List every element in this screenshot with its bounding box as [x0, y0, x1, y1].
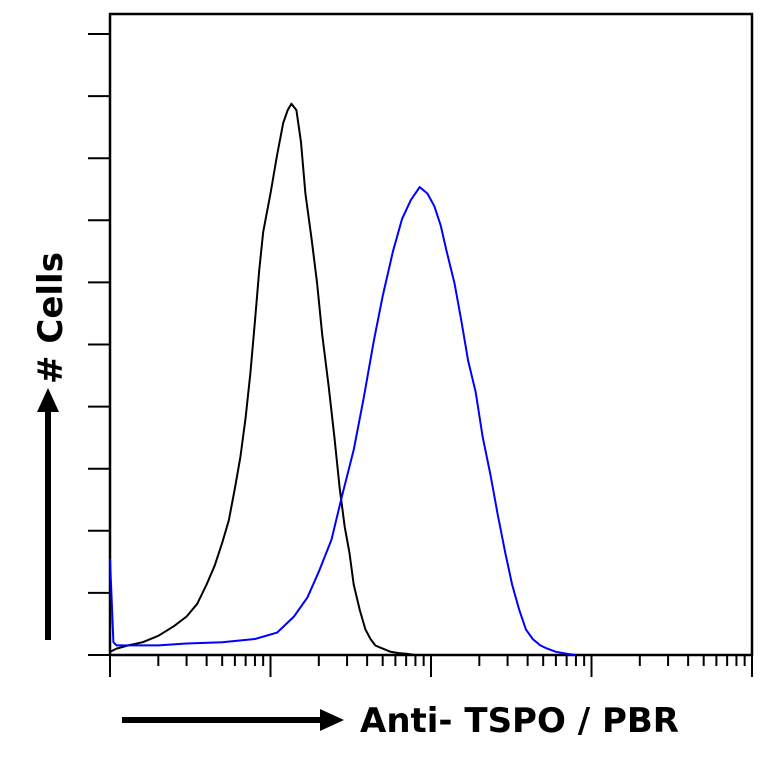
x-axis-label: Anti- TSPO / PBR: [360, 701, 679, 741]
series-line-1: [109, 102, 416, 656]
y-axis-arrow-head: [37, 388, 59, 412]
y-axis-ticks: [88, 33, 110, 656]
x-axis-ticks: [109, 655, 753, 677]
x-axis-arrow-head: [320, 709, 344, 731]
series-layer: [109, 102, 577, 656]
series-line-2: [109, 186, 577, 656]
y-axis-label: # Cells: [31, 252, 71, 384]
plot-frame: [108, 12, 754, 657]
